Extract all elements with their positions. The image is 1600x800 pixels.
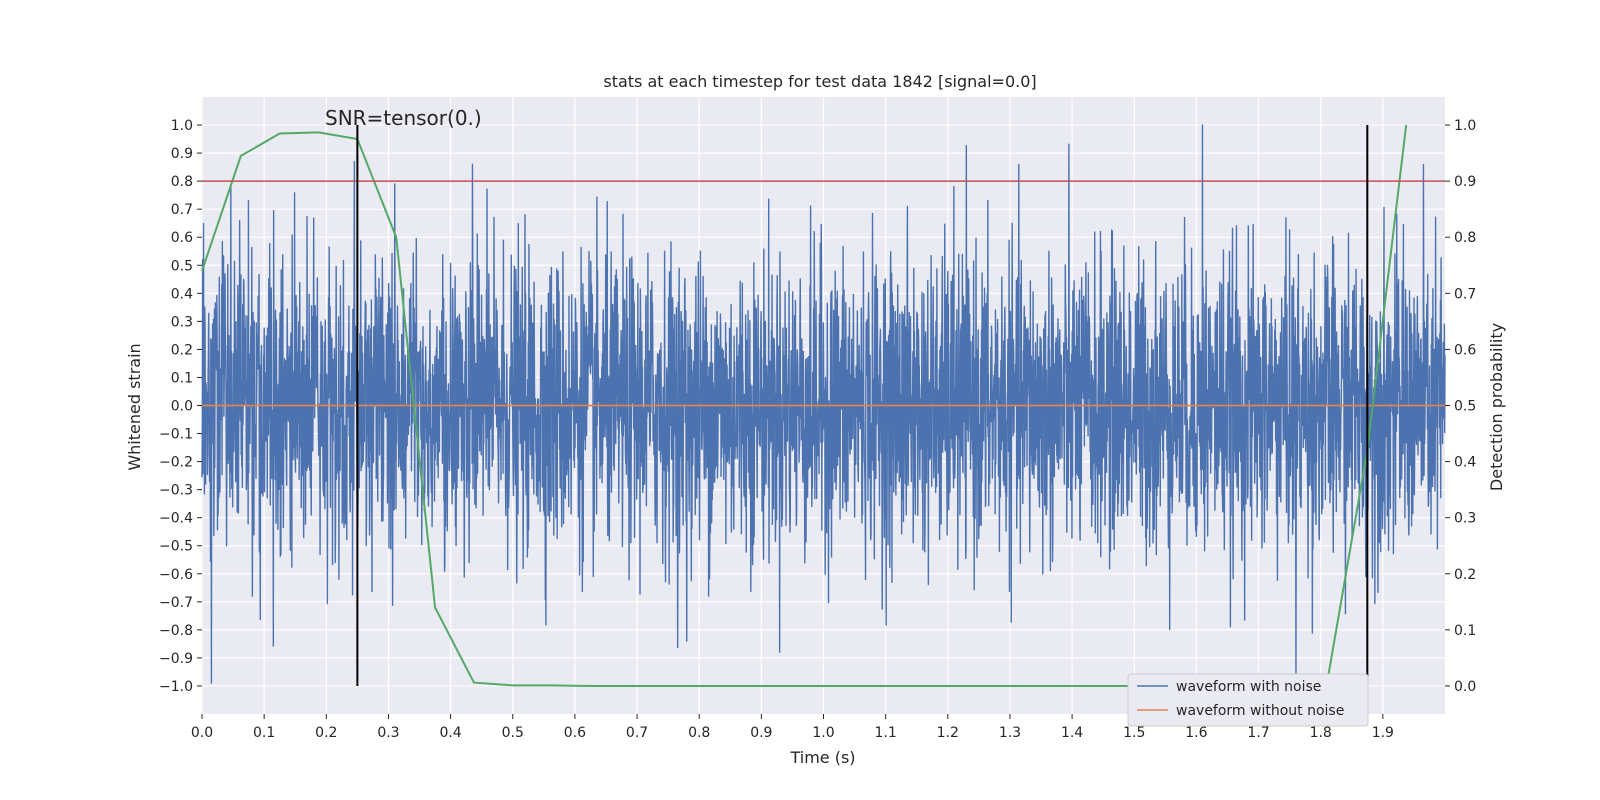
x-tick-label: 0.4 — [439, 725, 461, 741]
y2-tick-label: 0.8 — [1454, 230, 1476, 246]
x-tick-label: 0.9 — [750, 725, 772, 741]
y2-tick-label: 0.7 — [1454, 286, 1476, 302]
x-tick-label: 1.9 — [1372, 725, 1394, 741]
y2-tick-label: 0.0 — [1454, 679, 1476, 695]
y2-tick-label: 0.3 — [1454, 511, 1476, 527]
x-tick-label: 0.3 — [377, 725, 399, 741]
y-tick-label: 0.3 — [171, 314, 193, 330]
x-tick-label: 1.8 — [1310, 725, 1332, 741]
x-tick-label: 1.0 — [812, 725, 834, 741]
x-tick-label: 1.5 — [1123, 725, 1145, 741]
snr-annotation: SNR=tensor(0.) — [325, 106, 482, 130]
x-tick-label: 1.2 — [937, 725, 959, 741]
y-tick-label: 0.7 — [171, 202, 193, 218]
y-tick-label: 1.0 — [171, 118, 193, 134]
x-tick-label: 0.7 — [626, 725, 648, 741]
y2-axis-label: Detection probability — [1487, 323, 1506, 491]
y-tick-label: −0.5 — [159, 539, 193, 555]
y2-tick-label: 1.0 — [1454, 118, 1476, 134]
y-tick-label: −0.4 — [159, 511, 193, 527]
y-tick-label: 0.9 — [171, 146, 193, 162]
y-tick-label: 0.1 — [171, 370, 193, 386]
y-tick-label: −0.6 — [159, 567, 193, 583]
series-waveform-with-noise — [201, 124, 1446, 684]
legend: waveform with noise waveform without noi… — [1127, 673, 1369, 727]
y2-tick-label: 0.9 — [1454, 174, 1476, 190]
x-tick-label: 1.7 — [1247, 725, 1269, 741]
y-tick-label: −0.1 — [159, 427, 193, 443]
y-axis-label: Whitened strain — [125, 343, 144, 470]
y-tick-label: 0.5 — [171, 258, 193, 274]
x-tick-label: 1.1 — [875, 725, 897, 741]
y-tick-label: −0.9 — [159, 651, 193, 667]
chart-title: stats at each timestep for test data 184… — [603, 72, 1036, 91]
x-tick-label: 0.1 — [253, 725, 275, 741]
legend-label-noise: waveform with noise — [1176, 679, 1321, 695]
y-tick-label: −1.0 — [159, 679, 193, 695]
y-tick-label: −0.2 — [159, 455, 193, 471]
y-tick-label: 0.8 — [171, 174, 193, 190]
x-tick-label: 1.6 — [1185, 725, 1207, 741]
legend-box — [1127, 673, 1369, 727]
x-axis-label: Time (s) — [789, 748, 855, 767]
y-tick-label: −0.7 — [159, 595, 193, 611]
y2-tick-label: 0.6 — [1454, 342, 1476, 358]
x-tick-label: 0.8 — [688, 725, 710, 741]
y2-tick-label: 0.5 — [1454, 399, 1476, 415]
x-tick-label: 0.5 — [502, 725, 524, 741]
x-tick-label: 0.2 — [315, 725, 337, 741]
y2-tick-label: 0.2 — [1454, 567, 1476, 583]
x-tick-label: 0.6 — [564, 725, 586, 741]
y-tick-label: −0.8 — [159, 623, 193, 639]
legend-label-clean: waveform without noise — [1176, 703, 1344, 719]
y-tick-label: −0.3 — [159, 483, 193, 499]
y-tick-label: 0.4 — [171, 286, 193, 302]
y-tick-label: 0.0 — [171, 399, 193, 415]
y2-tick-label: 0.1 — [1454, 623, 1476, 639]
x-tick-label: 1.3 — [999, 725, 1021, 741]
y-tick-label: 0.6 — [171, 230, 193, 246]
x-tick-label: 1.4 — [1061, 725, 1083, 741]
x-tick-label: 0.0 — [191, 725, 213, 741]
y-tick-label: 0.2 — [171, 342, 193, 358]
y2-tick-label: 0.4 — [1454, 455, 1476, 471]
